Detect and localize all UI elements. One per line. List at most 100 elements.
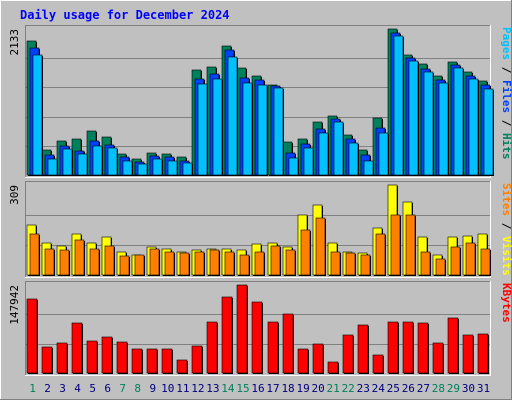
bar-pages-day-8	[137, 163, 148, 176]
x-tick-label: 30	[462, 382, 475, 395]
bar-pages-day-14	[227, 56, 238, 176]
x-tick-label: 15	[236, 382, 249, 395]
bar-pages-day-7	[122, 160, 133, 176]
x-tick-label: 23	[357, 382, 370, 395]
x-tick-label: 27	[417, 382, 430, 395]
x-tick-label: 6	[104, 382, 111, 395]
bar-kbytes-day-12	[191, 345, 203, 374]
bar-kbytes-day-22	[342, 334, 354, 374]
x-axis-day-labels: 1 2 3 4 5 6 7 8 9 10 11 12 13 14 15 16 17 18 19 20 21 22 23 24 2…	[29, 382, 490, 395]
bar-pages-day-12	[197, 83, 208, 176]
bar-kbytes-day-8	[131, 348, 143, 374]
bar-pages-day-17	[273, 87, 284, 176]
bar-sites-day-23	[360, 254, 371, 276]
bar-pages-day-20	[318, 132, 329, 176]
bar-kbytes-day-21	[327, 361, 339, 374]
bar-sites-day-7	[119, 255, 130, 276]
bar-sites-day-10	[164, 251, 175, 276]
chart-panels: 2133 Pages / Files / Hits 309 Sites / Visit…	[8, 25, 512, 376]
bar-pages-day-19	[303, 147, 314, 176]
x-tick-label: 21	[327, 382, 340, 395]
y-max-label: 147942	[8, 285, 21, 325]
bar-kbytes-day-4	[71, 322, 83, 374]
x-tick-label: 22	[342, 382, 355, 395]
bar-sites-day-21	[330, 251, 341, 276]
bar-sites-day-20	[315, 217, 326, 276]
x-tick-label: 10	[161, 382, 174, 395]
bar-kbytes-day-10	[161, 348, 173, 374]
x-tick-label: 4	[74, 382, 81, 395]
x-tick-label: 14	[221, 382, 235, 395]
legend-entry: Sites	[500, 183, 512, 216]
bar-sites-day-14	[224, 251, 235, 276]
bar-pages-day-30	[468, 78, 479, 176]
bar-pages-day-9	[152, 158, 163, 176]
bar-pages-day-18	[288, 157, 299, 176]
series-sites	[29, 214, 491, 276]
bar-kbytes-day-7	[116, 341, 128, 374]
bar-sites-day-31	[480, 248, 491, 276]
chart-title: Daily usage for December 2024	[20, 8, 230, 22]
x-tick-label: 20	[312, 382, 325, 395]
panel-legend: Sites / Visits	[500, 183, 512, 276]
panel-hits-files-pages: 2133 Pages / Files / Hits	[8, 25, 512, 178]
legend-entry: Pages	[500, 27, 512, 60]
bar-sites-day-5	[89, 248, 100, 276]
bar-pages-day-6	[107, 147, 118, 176]
bar-sites-day-3	[59, 249, 70, 276]
bar-sites-day-1	[29, 233, 40, 276]
bar-kbytes-day-27	[417, 322, 429, 374]
bar-pages-day-27	[423, 71, 434, 176]
bar-sites-day-26	[405, 214, 416, 276]
x-tick-label: 16	[251, 382, 264, 395]
bar-sites-day-25	[390, 214, 401, 276]
bar-sites-day-30	[465, 242, 476, 276]
x-tick-label: 18	[281, 382, 294, 395]
x-tick-label: 11	[176, 382, 189, 395]
bar-kbytes-day-11	[176, 359, 188, 374]
bar-pages-day-13	[212, 78, 223, 176]
bar-sites-day-24	[375, 233, 386, 276]
bar-kbytes-day-3	[56, 342, 68, 374]
bar-kbytes-day-1	[26, 298, 38, 374]
legend-entry: Visits	[500, 236, 512, 276]
panel-visits-sites: 309 Sites / Visits	[8, 181, 512, 278]
bar-kbytes-day-25	[387, 321, 399, 374]
bar-pages-day-4	[77, 153, 88, 176]
x-tick-label: 9	[149, 382, 156, 395]
x-tick-label: 19	[296, 382, 309, 395]
bar-kbytes-day-13	[206, 321, 218, 374]
legend-entry: /	[500, 60, 512, 80]
panel-legend: Pages / Files / Hits	[500, 27, 512, 160]
bar-pages-day-1	[32, 54, 43, 176]
x-tick-label: 2	[44, 382, 51, 395]
bar-pages-day-5	[92, 145, 103, 176]
bar-kbytes-day-31	[477, 333, 489, 374]
bar-kbytes-day-6	[101, 336, 113, 374]
bar-sites-day-18	[285, 249, 296, 276]
legend-entry: Files	[500, 80, 512, 113]
x-tick-label: 3	[59, 382, 66, 395]
bar-pages-day-23	[363, 160, 374, 176]
x-tick-label: 5	[89, 382, 96, 395]
bar-pages-day-25	[393, 35, 404, 176]
y-max-label: 309	[8, 185, 21, 205]
bar-sites-day-28	[435, 258, 446, 276]
legend-entry: Hits	[500, 133, 512, 160]
bar-pages-day-21	[333, 121, 344, 176]
bar-pages-day-31	[483, 88, 494, 176]
bar-pages-day-16	[257, 84, 268, 176]
bar-kbytes-day-24	[372, 354, 384, 374]
bar-kbytes-day-19	[297, 348, 309, 374]
series-pages	[32, 35, 494, 176]
bar-sites-day-15	[239, 254, 250, 276]
bar-pages-day-28	[438, 82, 449, 176]
bar-kbytes-day-28	[432, 342, 444, 374]
x-tick-label: 8	[134, 382, 141, 395]
x-tick-label: 25	[387, 382, 400, 395]
series-kbytes	[26, 284, 489, 374]
bar-pages-day-24	[378, 132, 389, 176]
bar-sites-day-13	[209, 249, 220, 276]
bar-pages-day-11	[182, 162, 193, 176]
